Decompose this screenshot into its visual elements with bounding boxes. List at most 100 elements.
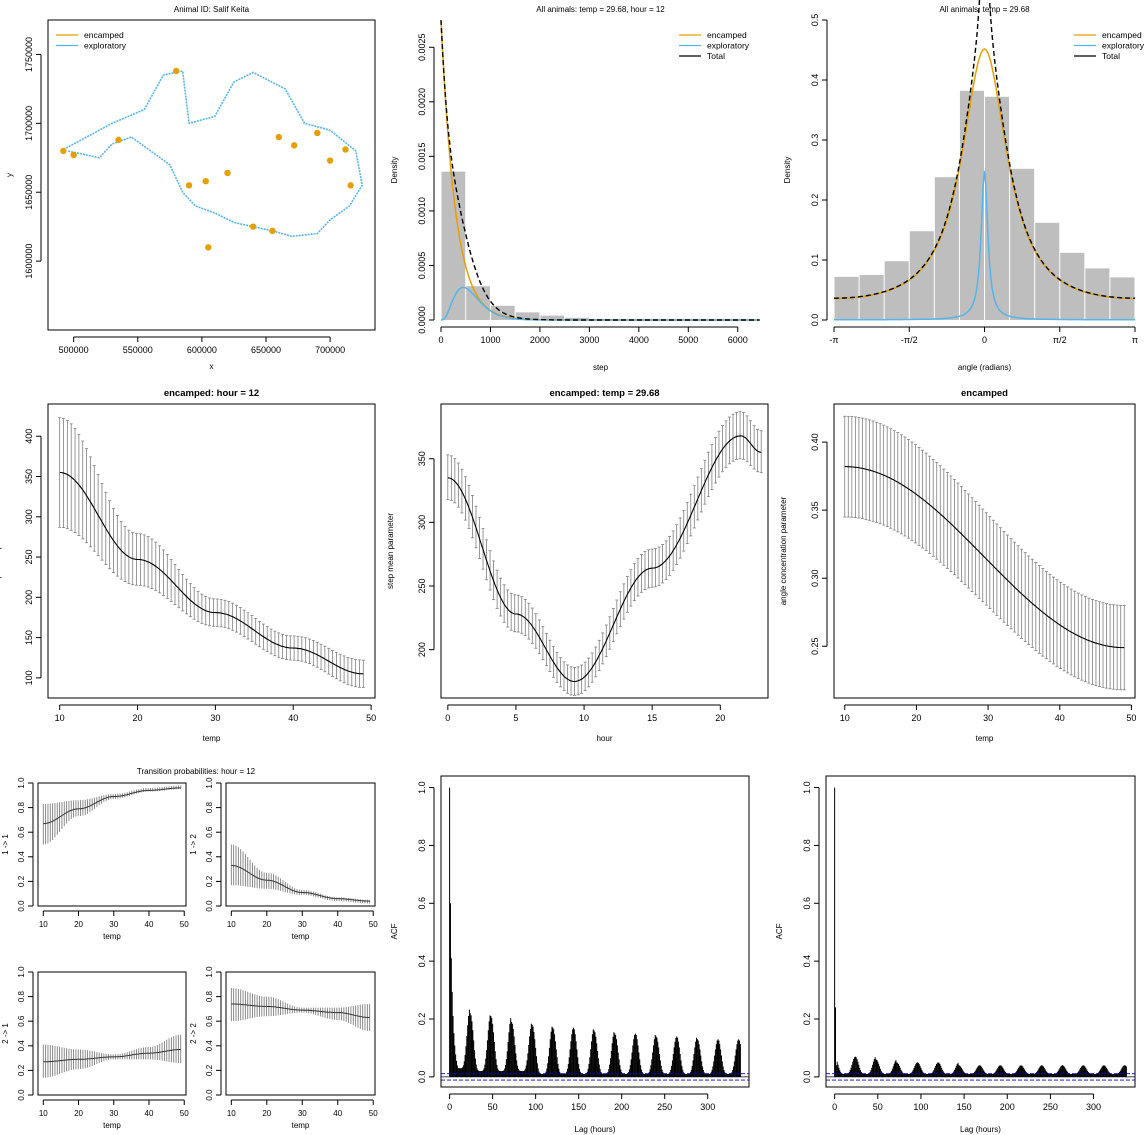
x-axis-label: temp [976, 734, 994, 743]
x-tick-label: 10 [840, 713, 850, 723]
legend-label: exploratory [84, 41, 127, 51]
x-tick-label: 40 [288, 713, 298, 723]
y-tick-label: 0.2 [17, 1064, 26, 1076]
x-tick-label: 0 [982, 335, 987, 345]
transition-panel: 10 20 30 40 50 0.0 0.2 0.4 0.6 0.8 1.0 temp 2 -> 1 [1, 966, 189, 1130]
y-axis-label: ACF [390, 923, 399, 939]
y-tick-label: 0.0 [802, 1071, 812, 1084]
histogram-bar [466, 286, 490, 320]
x-axis-label: temp [203, 734, 221, 743]
y-tick-label: 1600000 [24, 244, 34, 279]
x-tick-label: 100 [913, 1102, 928, 1112]
y-tick-label: 0.4 [17, 851, 26, 863]
y-axis-label: angle concentration parameter [779, 496, 788, 605]
x-tick-label: 200 [614, 1102, 629, 1112]
x-tick-label: 2000 [530, 335, 550, 345]
y-axis-label: Density [390, 157, 399, 184]
track-point-encamped [347, 182, 354, 189]
y-tick-label: 400 [24, 429, 34, 444]
x-tick-label: 0 [447, 1102, 452, 1112]
track-plot: 500000 550000 600000 650000 700000 1600000 165… [5, 5, 376, 371]
x-tick-label: 20 [74, 920, 83, 929]
x-tick-label: 20 [911, 713, 921, 723]
y-tick-label: 0.0025 [417, 34, 427, 62]
x-tick-label: -π [829, 335, 838, 345]
x-axis-label: angle (radians) [958, 363, 1012, 372]
x-tick-label: 300 [1086, 1102, 1101, 1112]
y-tick-label: 0.2 [810, 194, 820, 207]
x-tick-label: 10 [39, 1109, 48, 1118]
x-tick-label: 50 [488, 1102, 498, 1112]
x-tick-label: π/2 [1053, 335, 1067, 345]
chart-title: Animal ID: Salif Keita [174, 5, 250, 14]
histogram-bar [1035, 222, 1060, 320]
plot-frame [47, 19, 376, 331]
y-tick-label: 0.8 [205, 801, 214, 813]
y-tick-label: 1700000 [24, 106, 34, 141]
x-tick-label: 700000 [315, 345, 345, 355]
y-tick-label: 250 [417, 578, 427, 593]
histogram-bar [959, 90, 984, 320]
histogram-bar [441, 171, 466, 320]
curve-total [834, 0, 1135, 299]
y-tick-label: 1.0 [205, 777, 214, 789]
x-tick-label: 50 [873, 1102, 883, 1112]
x-tick-label: 30 [298, 920, 307, 929]
y-tick-label: 0.3 [810, 134, 820, 147]
chart-title: Transition probabilities: hour = 12 [137, 767, 256, 776]
y-tick-label: 350 [417, 451, 427, 466]
y-axis-label: Density [783, 157, 792, 184]
y-tick-label: 0.0 [205, 900, 214, 912]
x-axis-label: temp [103, 932, 121, 941]
y-tick-label: 300 [417, 515, 427, 530]
y-tick-label: 0.4 [205, 851, 214, 863]
histogram-bar [565, 317, 589, 320]
x-tick-label: 250 [657, 1102, 672, 1112]
x-tick-label: 100 [528, 1102, 543, 1112]
y-tick-label: 0.8 [17, 990, 26, 1002]
x-tick-label: 20 [262, 1109, 271, 1118]
y-tick-label: 0.0015 [417, 143, 427, 171]
y-axis-label: y [5, 173, 14, 177]
estimate-line [43, 1049, 181, 1063]
y-tick-label: 0.8 [17, 801, 26, 813]
x-tick-label: 40 [333, 920, 342, 929]
x-tick-label: 10 [579, 713, 589, 723]
x-tick-label: 500000 [59, 345, 89, 355]
x-axis-label: hour [596, 734, 612, 743]
y-tick-label: 0.1 [810, 254, 820, 267]
x-axis-label: Lag (hours) [575, 1125, 616, 1134]
plot-frame [225, 971, 376, 1096]
y-tick-label: 0.6 [417, 897, 427, 910]
y-tick-label: 0.0 [17, 900, 26, 912]
x-tick-label: 40 [145, 920, 154, 929]
transition-probabilities-plot: Transition probabilities: hour = 12 10 20 3… [1, 767, 378, 1130]
x-tick-label: 3000 [579, 335, 599, 345]
encamped-angle-temp-plot: 10 20 30 40 50 0.25 0.30 0.35 0.40 temp angle conc… [779, 388, 1136, 743]
chart-title: encamped: temp = 29.68 [549, 388, 659, 399]
x-tick-label: 50 [1126, 713, 1136, 723]
curve-total [440, 20, 760, 321]
y-tick-label: 0.4 [417, 955, 427, 968]
track-point-encamped [115, 136, 122, 144]
legend-label: encamped [707, 30, 747, 40]
y-tick-label: 0.0 [205, 1089, 214, 1101]
x-tick-label: 250 [1043, 1102, 1058, 1112]
x-tick-label: 4000 [629, 335, 649, 345]
x-tick-label: 600000 [187, 345, 217, 355]
x-tick-label: 10 [55, 713, 65, 723]
legend-label: Total [707, 51, 725, 61]
legend-label: exploratory [707, 41, 750, 51]
x-tick-label: 30 [109, 1109, 118, 1118]
x-tick-label: 50 [180, 1109, 189, 1118]
track-point-encamped [70, 151, 77, 159]
curve-exploratory [834, 170, 1135, 321]
histogram-bar [1010, 168, 1035, 320]
x-tick-label: 550000 [123, 345, 153, 355]
x-tick-label: 20 [74, 1109, 83, 1118]
y-tick-label: 0.8 [205, 990, 214, 1002]
x-tick-label: 30 [109, 920, 118, 929]
y-tick-label: 0.6 [17, 1015, 26, 1027]
y-tick-label: 100 [24, 670, 34, 685]
estimate-line [447, 435, 762, 683]
